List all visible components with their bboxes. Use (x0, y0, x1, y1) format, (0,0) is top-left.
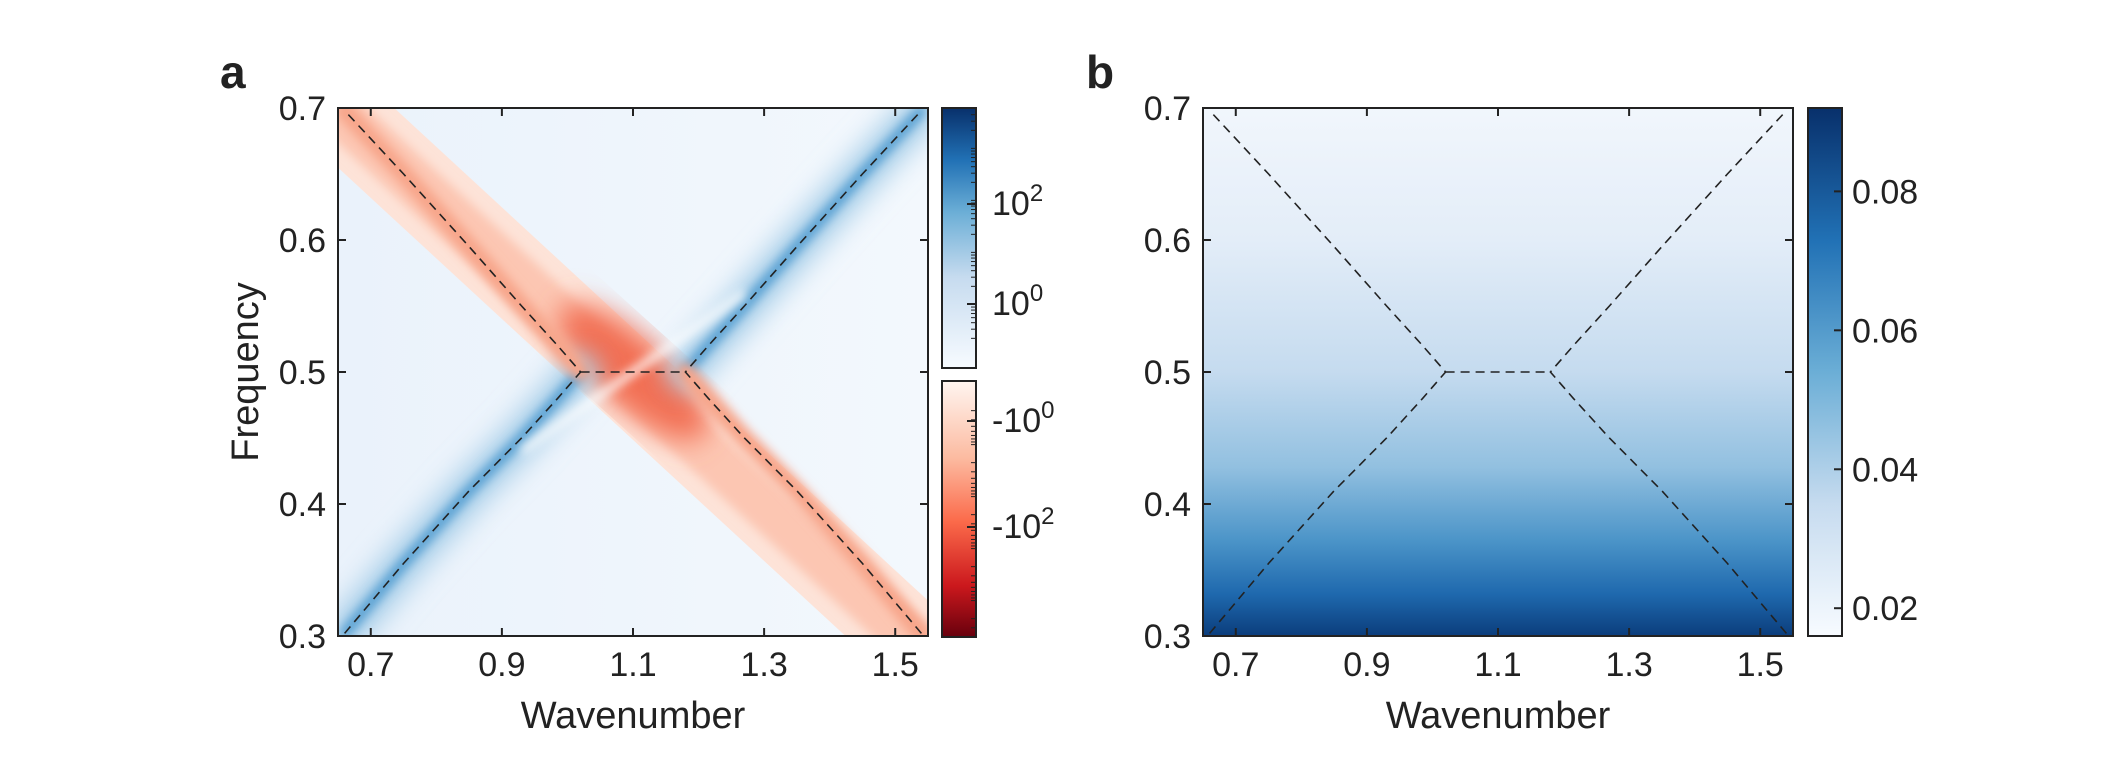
panel-a-xtick-label: 1.3 (740, 646, 787, 684)
panel-a-xtick-label: 0.9 (478, 646, 525, 684)
panel-a-ytick-label: 0.3 (279, 618, 326, 656)
panel-b-xlabel: Wavenumber (1386, 695, 1611, 737)
panel-a-ylabel: Frequency (225, 282, 267, 462)
panel-a-colorbar-label-negative: -100 (992, 397, 1055, 440)
panel-b-colorbar: 0.02 0.04 0.06 0.08 (1807, 107, 1918, 637)
panel-a-xtick-label: 1.5 (872, 646, 919, 684)
panel-b-ytick-label: 0.5 (1144, 354, 1191, 392)
panel-a-colorbar-label-negative: -102 (992, 503, 1055, 546)
panel-b-heatmap (1203, 108, 1793, 636)
panel-b-colorbar-label: 0.04 (1852, 451, 1918, 489)
panel-a-xtick-label: 1.1 (609, 646, 656, 684)
panel-b-xtick-label: 0.7 (1212, 646, 1259, 684)
panel-a-colorbar-negative (941, 380, 977, 638)
panel-b-label: b (1086, 46, 1114, 98)
panel-a-colorbar-label-positive: 102 (992, 180, 1043, 223)
panel-b-xtick-label: 1.1 (1474, 646, 1521, 684)
panel-a-ytick-label: 0.4 (279, 486, 326, 524)
panel-b-colorbar-label: 0.02 (1852, 590, 1918, 628)
panel-b-colorbar-label: 0.08 (1852, 173, 1918, 211)
panel-b-xtick-label: 1.5 (1737, 646, 1784, 684)
panel-a-ytick-label: 0.5 (279, 354, 326, 392)
panel-a-xlabel: Wavenumber (521, 695, 746, 737)
panel-b-ytick-label: 0.4 (1144, 486, 1191, 524)
panel-b-ytick-label: 0.7 (1144, 90, 1191, 128)
panel-a-heatmap (338, 108, 928, 636)
panel-b: b 0.7 0.9 1.1 1.3 1.5 0.3 0.4 0.5 0.6 0.7 Wavenu… (1086, 46, 1918, 737)
panel-a-ytick-label: 0.7 (279, 90, 326, 128)
panel-b-ytick-label: 0.3 (1144, 618, 1191, 656)
panel-b-colorbar-label: 0.06 (1852, 312, 1918, 350)
panel-b-xtick-label: 0.9 (1343, 646, 1390, 684)
panel-a-xtick-label: 0.7 (347, 646, 394, 684)
panel-a-colorbar-label-positive: 100 (992, 280, 1043, 323)
panel-a-label: a (220, 46, 246, 98)
panel-a-ytick-label: 0.6 (279, 222, 326, 260)
panel-b-ytick-label: 0.6 (1144, 222, 1191, 260)
panel-b-xtick-label: 1.3 (1605, 646, 1652, 684)
panel-a-colorbar-positive (941, 107, 977, 369)
panel-a-colorbar: 102 100 -100 -102 (941, 107, 1055, 638)
panel-a: a 0.7 0.9 1.1 1.3 1.5 0.3 0.4 0.5 0.6 0.7 Wavenu… (220, 46, 1055, 737)
panel-b-colorbar-bar (1807, 107, 1843, 637)
panel-a-dashed-right-branch (684, 110, 923, 634)
panel-b-dashed-right-branch (1549, 110, 1788, 634)
